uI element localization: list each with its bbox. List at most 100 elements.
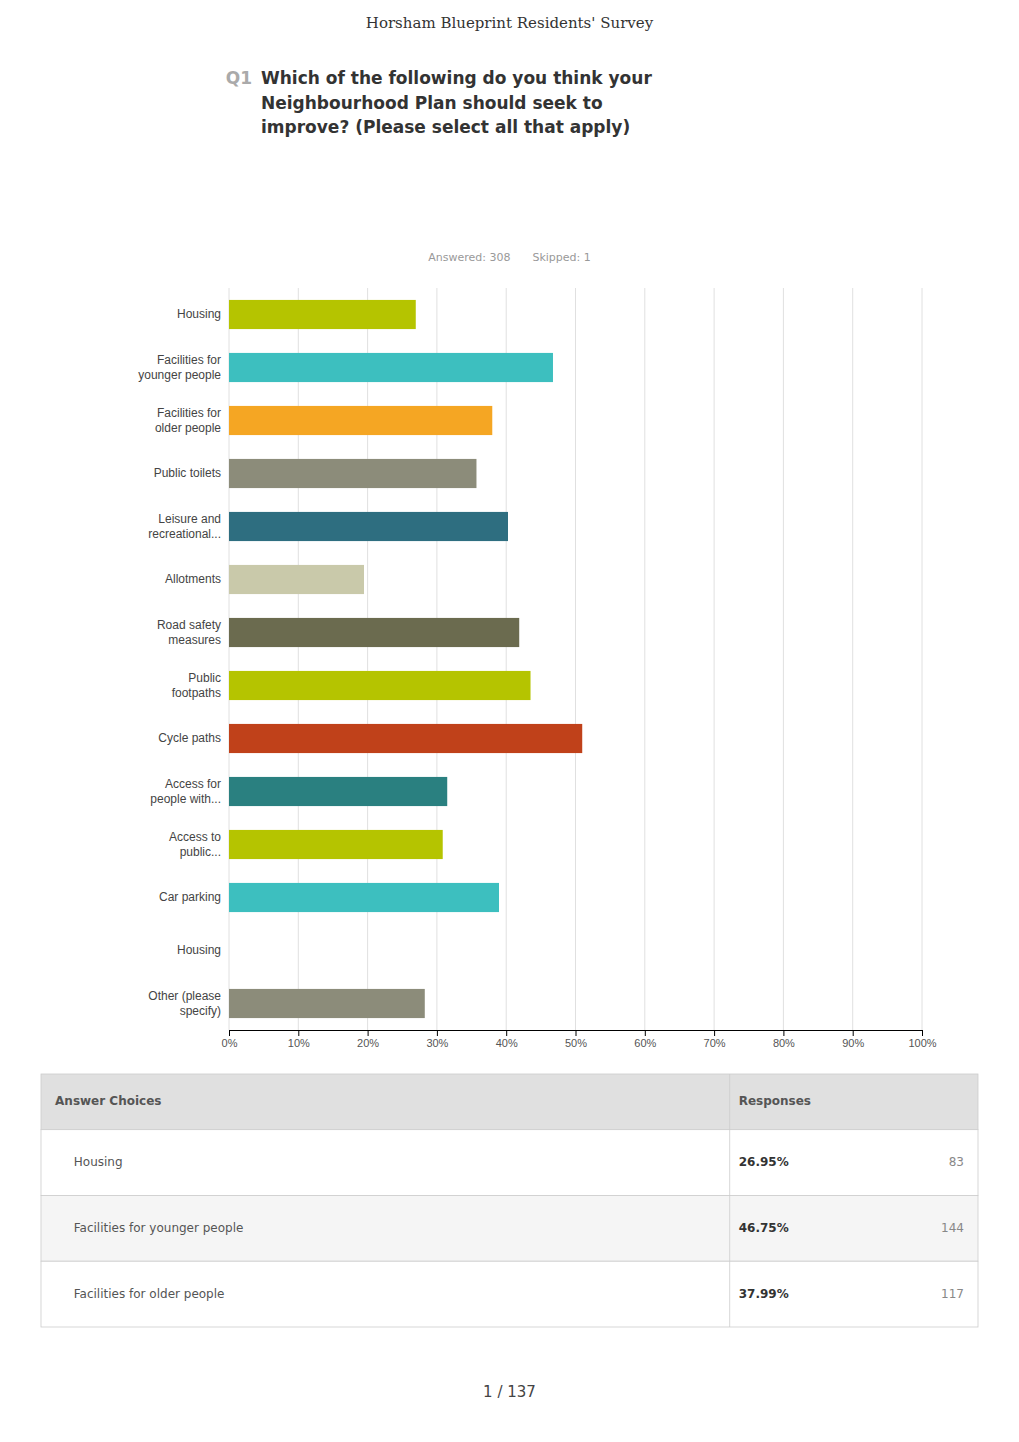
bar	[229, 777, 447, 806]
header: Horsham Blueprint Residents' Survey	[366, 14, 654, 32]
y-tick-label-line: public...	[180, 845, 221, 859]
y-tick-label-line: Public toilets	[154, 466, 221, 480]
y-tick-label: Access forpeople with...	[150, 777, 221, 805]
table-row	[41, 1195, 978, 1261]
x-tick-mark	[368, 1030, 369, 1036]
y-tick: Cycle paths	[158, 731, 221, 745]
grid	[229, 288, 922, 1030]
y-tick: Housing	[177, 943, 221, 957]
y-tick: Housing	[177, 307, 221, 321]
y-tick-label-line: Leisure and	[158, 512, 221, 526]
x-tick-label: 50%	[565, 1037, 587, 1049]
x-tick: 60%	[634, 1030, 656, 1049]
table-row	[41, 1130, 978, 1196]
x-axis-line	[230, 1031, 923, 1037]
y-tick-label-line: Allotments	[165, 572, 221, 586]
y-tick-label: Facilities foryounger people	[138, 353, 221, 381]
page-label: 1 / 137	[483, 1383, 536, 1401]
bar	[229, 883, 499, 912]
bar	[229, 406, 492, 435]
y-tick: Leisure andrecreational...	[148, 512, 221, 540]
question-line: Neighbourhood Plan should seek to	[261, 93, 603, 113]
table-choice: Facilities for older people	[74, 1287, 225, 1301]
y-tick-label: Car parking	[159, 890, 221, 904]
table-divider	[729, 1074, 730, 1327]
y-tick-label-line: older people	[155, 421, 221, 435]
grid-line	[506, 288, 507, 1030]
y-tick: Facilities forolder people	[155, 406, 221, 434]
y-tick-label: Other (pleasespecify)	[148, 989, 221, 1017]
answered: Answered: 308	[428, 251, 510, 264]
grid-line	[783, 288, 784, 1030]
table-count: 83	[949, 1155, 964, 1169]
x-tick-label: 60%	[634, 1037, 656, 1049]
table-column-header: Responses	[739, 1094, 811, 1108]
x-tick: 80%	[773, 1030, 795, 1049]
x-tick: 50%	[565, 1030, 587, 1049]
grid-line	[229, 288, 230, 1030]
bar	[229, 300, 416, 329]
y-tick-label: Publicfootpaths	[172, 671, 221, 699]
bar	[229, 565, 364, 594]
y-tick: Other (pleasespecify)	[148, 989, 221, 1017]
y-tick-label-line: Other (please	[148, 989, 221, 1003]
x-tick: 0%	[222, 1030, 238, 1049]
bar	[229, 989, 425, 1018]
table-row	[41, 1261, 978, 1327]
x-tick: 100%	[908, 1030, 936, 1049]
question-line: improve? (Please select all that apply)	[261, 117, 630, 137]
table-pct: 37.99%	[739, 1287, 789, 1301]
table-pct: 26.95%	[739, 1155, 789, 1169]
chart: 0%10%20%30%40%50%60%70%80%90%100%Housing…	[138, 288, 937, 1049]
x-tick: 30%	[426, 1030, 448, 1049]
table-column-header: Answer Choices	[55, 1094, 161, 1108]
table-count: 117	[941, 1287, 964, 1301]
y-tick: Publicfootpaths	[172, 671, 221, 699]
y-tick-label-line: younger people	[138, 368, 221, 382]
bar	[229, 724, 582, 753]
y-tick: Allotments	[165, 572, 221, 586]
y-tick-label: Public toilets	[154, 466, 221, 480]
bar	[229, 671, 531, 700]
y-tick-label-line: Housing	[177, 943, 221, 957]
y-tick-label-line: measures	[168, 633, 221, 647]
question-number: Q1	[226, 68, 252, 88]
x-axis: 0%10%20%30%40%50%60%70%80%90%100%	[222, 1030, 937, 1049]
grid-line	[436, 288, 437, 1030]
x-tick-label: 80%	[773, 1037, 795, 1049]
y-tick-label: Leisure andrecreational...	[148, 512, 221, 540]
x-tick-label: 70%	[704, 1037, 726, 1049]
y-tick-label: Housing	[177, 943, 221, 957]
response-summary: Answered: 308 Skipped: 1	[428, 251, 591, 264]
y-tick-label-line: Facilities for	[157, 353, 221, 367]
table-choice: Housing	[74, 1155, 123, 1169]
x-tick-label: 20%	[357, 1037, 379, 1049]
bars	[229, 300, 582, 1018]
x-tick-mark	[783, 1030, 784, 1036]
bar	[229, 512, 508, 541]
x-tick-label: 0%	[222, 1037, 238, 1049]
table: Answer Choices Responses Housing 26.95% 83 Fa…	[41, 1074, 978, 1327]
x-tick-label: 40%	[496, 1037, 518, 1049]
x-tick-mark	[922, 1030, 923, 1036]
table-pct: 46.75%	[739, 1221, 789, 1235]
y-tick: Road safetymeasures	[157, 618, 221, 646]
grid-line	[644, 288, 645, 1030]
y-tick-label-line: specify)	[180, 1004, 221, 1018]
table-header	[41, 1074, 978, 1130]
skipped: Skipped: 1	[532, 251, 590, 264]
x-tick-label: 30%	[426, 1037, 448, 1049]
x-tick-mark	[853, 1030, 854, 1036]
y-tick-label: Road safetymeasures	[157, 618, 221, 646]
y-tick-label: Access topublic...	[169, 830, 221, 858]
x-tick-mark	[714, 1030, 715, 1036]
y-tick-label-line: Public	[188, 671, 221, 685]
question-text: Which of the following do you think your…	[261, 68, 652, 137]
y-tick-label-line: recreational...	[148, 527, 221, 541]
grid-line	[367, 288, 368, 1030]
y-tick-label: Allotments	[165, 572, 221, 586]
x-tick-mark	[437, 1030, 438, 1036]
y-tick-label-line: Facilities for	[157, 406, 221, 420]
x-tick: 10%	[288, 1030, 310, 1049]
bar	[229, 830, 443, 859]
